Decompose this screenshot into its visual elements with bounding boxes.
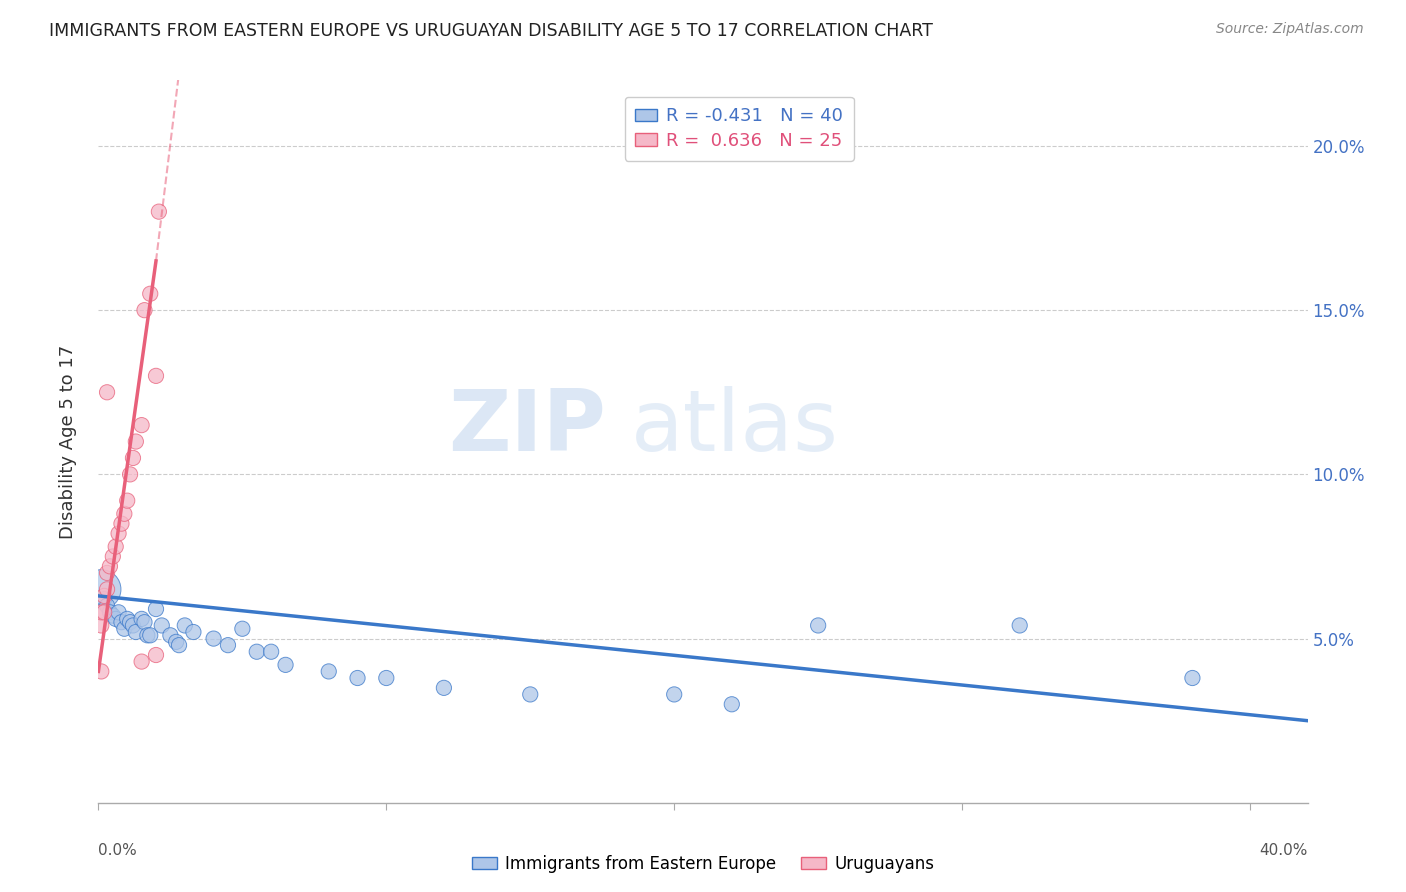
Point (145, 648, 167, 662)
Point (1008, 618, 1031, 632)
Point (145, 368, 167, 383)
Point (139, 628, 162, 642)
Point (96, 599, 118, 613)
Point (202, 632, 225, 646)
Point (112, 507, 135, 521)
Point (145, 602, 167, 616)
Point (125, 625, 148, 640)
Point (125, 434, 148, 449)
Legend: Immigrants from Eastern Europe, Uruguayans: Immigrants from Eastern Europe, Uruguaya… (465, 848, 941, 880)
Point (101, 549, 124, 564)
Point (110, 516, 132, 531)
Point (115, 493, 138, 508)
Point (96, 582, 118, 597)
Point (246, 645, 269, 659)
Point (101, 608, 124, 623)
Point (93, 589, 115, 603)
Text: 40.0%: 40.0% (1260, 843, 1308, 857)
Point (122, 450, 145, 465)
Point (107, 526, 129, 541)
Point (96, 385, 118, 400)
Text: 0.0%: 0.0% (98, 843, 138, 857)
Point (159, 628, 181, 642)
Point (98, 605, 121, 619)
Point (104, 540, 127, 554)
Text: IMMIGRANTS FROM EASTERN EUROPE VS URUGUAYAN DISABILITY AGE 5 TO 17 CORRELATION C: IMMIGRANTS FROM EASTERN EUROPE VS URUGUA… (49, 22, 934, 40)
Point (110, 615, 132, 630)
Text: atlas: atlas (630, 385, 838, 468)
Point (274, 657, 297, 672)
Point (120, 467, 142, 482)
Point (183, 625, 205, 640)
Point (134, 615, 156, 630)
Legend: R = -0.431   N = 40, R =  0.636   N = 25: R = -0.431 N = 40, R = 0.636 N = 25 (624, 96, 853, 161)
Point (96, 566, 118, 580)
Point (1181, 671, 1204, 685)
Point (90, 605, 112, 619)
Point (720, 698, 742, 712)
Point (107, 605, 129, 619)
Point (134, 303, 156, 318)
Point (90, 618, 112, 632)
Point (90, 665, 112, 679)
Point (93, 605, 115, 619)
Point (519, 687, 541, 701)
Point (260, 645, 283, 659)
Point (112, 622, 135, 636)
Point (98, 559, 121, 574)
Point (375, 671, 398, 685)
Point (173, 618, 195, 632)
Point (115, 612, 138, 626)
Point (165, 635, 187, 649)
Point (148, 204, 170, 219)
Point (90, 582, 112, 597)
Text: ZIP: ZIP (449, 385, 606, 468)
Point (131, 655, 153, 669)
Point (167, 638, 190, 652)
Point (807, 618, 830, 632)
Point (120, 615, 142, 630)
Point (217, 638, 239, 652)
Point (122, 618, 145, 632)
Point (131, 418, 153, 433)
Point (139, 286, 162, 301)
Point (231, 622, 253, 636)
Text: Source: ZipAtlas.com: Source: ZipAtlas.com (1216, 22, 1364, 37)
Point (664, 687, 686, 701)
Point (433, 681, 456, 695)
Point (318, 665, 340, 679)
Point (346, 671, 368, 685)
Point (150, 618, 173, 632)
Point (93, 592, 115, 607)
Point (104, 612, 127, 626)
Point (131, 612, 153, 626)
Point (136, 628, 159, 642)
Y-axis label: Disability Age 5 to 17: Disability Age 5 to 17 (59, 344, 77, 539)
